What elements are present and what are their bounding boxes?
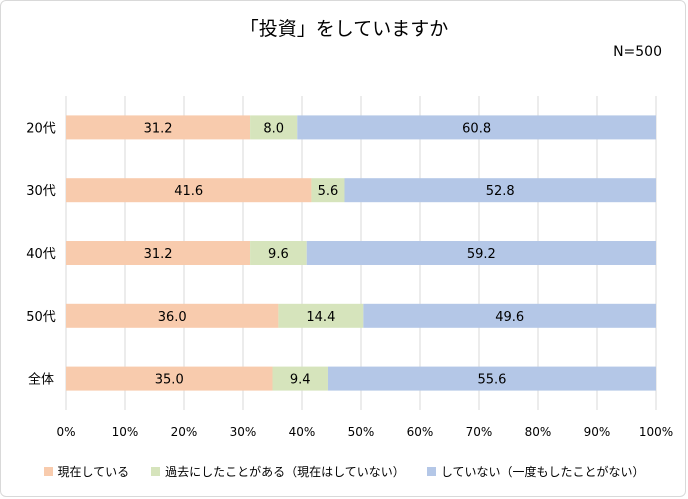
bar-1-2 — [344, 178, 656, 203]
data-label-1-0: 41.6 — [174, 184, 203, 199]
category-label-0: 20代 — [26, 121, 56, 136]
bar-3-1 — [278, 303, 364, 328]
data-label-1-1: 5.6 — [318, 184, 339, 199]
data-label-3-0: 36.0 — [158, 310, 187, 325]
bar-2-2 — [306, 241, 656, 265]
data-label-4-1: 9.4 — [290, 373, 311, 388]
x-tick-label-7: 70% — [466, 425, 493, 439]
bar-3-0 — [66, 303, 279, 328]
data-label-2-2: 59.2 — [467, 247, 496, 262]
sample-size-note: N=500 — [613, 44, 662, 60]
x-tick-label-4: 40% — [289, 425, 316, 439]
bar-4-2 — [327, 366, 656, 391]
data-label-4-2: 55.6 — [478, 373, 507, 388]
bar-3-2 — [363, 303, 656, 328]
chart-legend: 現在している 過去にしたことがある（現在はしていない） していない（一度もしたこ… — [0, 463, 688, 480]
legend-label-never: していない（一度もしたことがない） — [440, 465, 645, 479]
legend-label-current: 現在している — [57, 465, 130, 479]
category-label-3: 50代 — [26, 310, 56, 325]
x-tick-label-0: 0% — [56, 425, 75, 439]
bar-1-1 — [311, 178, 345, 203]
data-label-1-2: 52.8 — [486, 184, 515, 199]
data-label-3-1: 14.4 — [306, 310, 335, 325]
category-label-1: 30代 — [26, 184, 56, 199]
data-label-3-2: 49.6 — [495, 310, 524, 325]
bar-0-0 — [66, 115, 251, 140]
bar-2-1 — [250, 241, 307, 265]
x-tick-label-6: 60% — [407, 425, 434, 439]
chart-title: 「投資」をしていますか — [239, 18, 449, 40]
data-label-0-1: 8.0 — [263, 121, 284, 136]
legend-item-past: 過去にしたことがある（現在はしていない） — [151, 463, 405, 480]
category-label-4: 全体 — [28, 372, 54, 388]
legend-swatch-never — [426, 467, 436, 476]
bar-2-0 — [66, 241, 251, 265]
bar-0-1 — [250, 115, 298, 140]
x-tick-label-1: 10% — [112, 425, 139, 439]
data-label-4-0: 35.0 — [155, 373, 184, 388]
legend-label-past: 過去にしたことがある（現在はしていない） — [165, 465, 405, 479]
data-label-0-0: 31.2 — [144, 121, 173, 136]
bar-1-0 — [66, 178, 312, 203]
x-tick-label-8: 80% — [525, 425, 552, 439]
data-label-0-2: 60.8 — [462, 121, 491, 136]
bar-0-2 — [297, 115, 656, 140]
category-label-2: 40代 — [26, 247, 56, 262]
x-tick-label-3: 30% — [230, 425, 257, 439]
bar-4-1 — [272, 366, 328, 391]
x-tick-label-2: 20% — [171, 425, 198, 439]
legend-item-current: 現在している — [43, 463, 130, 480]
legend-item-never: していない（一度もしたことがない） — [426, 463, 645, 480]
x-tick-label-10: 100% — [639, 425, 673, 439]
legend-swatch-current — [43, 467, 53, 476]
x-tick-label-5: 50% — [348, 425, 375, 439]
x-tick-label-9: 90% — [584, 425, 611, 439]
data-label-2-1: 9.6 — [268, 247, 289, 262]
data-label-2-0: 31.2 — [144, 247, 173, 262]
legend-swatch-past — [151, 467, 161, 476]
bar-4-0 — [66, 366, 273, 391]
